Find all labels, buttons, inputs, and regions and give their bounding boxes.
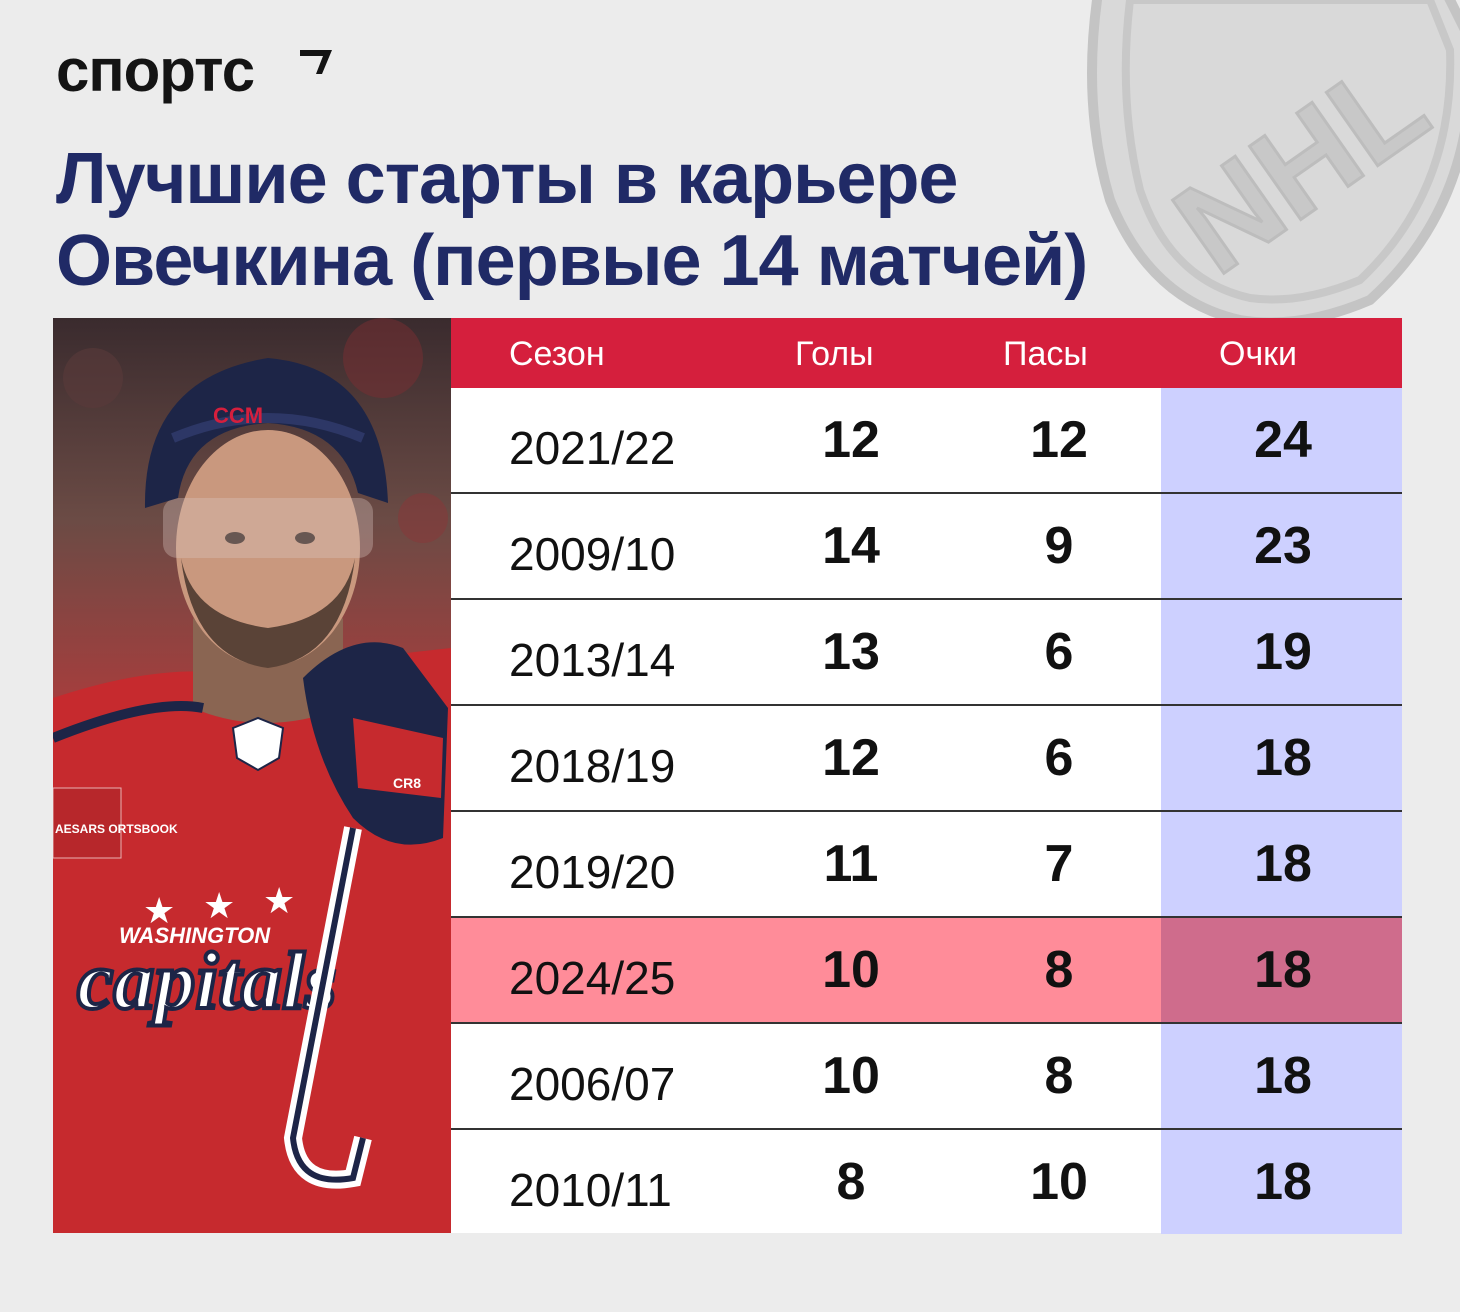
points-cell: 18: [1254, 835, 1312, 893]
brand-mark-icon: [300, 50, 332, 74]
season-cell: 2019/20: [509, 846, 676, 898]
brand-logo: спортс: [56, 37, 255, 104]
assists-cell: 8: [1044, 1047, 1074, 1105]
points-cell-background: [1161, 812, 1402, 916]
header-points: Очки: [1219, 335, 1298, 373]
season-cell: 2021/22: [509, 422, 676, 474]
table-row: 2024/25 10 8 18: [451, 918, 1402, 1024]
header-goals: Голы: [795, 335, 874, 373]
nhl-shield-icon: NHL: [1087, 0, 1460, 320]
title-line-1: Лучшие старты в карьере: [56, 139, 958, 219]
season-cell: 2024/25: [509, 952, 676, 1004]
table-row: 2010/11 8 10 18: [451, 1130, 1402, 1236]
goals-cell: 12: [822, 411, 880, 469]
points-cell-background: [1161, 918, 1402, 1022]
table-header: Сезон Голы Пасы Очки: [451, 318, 1402, 388]
title-line-2: Овечкина (первые 14 матчей): [56, 221, 1088, 301]
header-assists: Пасы: [1003, 335, 1088, 373]
player-illustration: CCM CR8 AESARS ORTSBOOK ★ ★ ★ WASHINGTON…: [53, 318, 451, 1233]
assists-cell: 10: [1030, 1153, 1088, 1211]
patch-text: AESARS ORTSBOOK: [55, 822, 178, 836]
assists-cell: 7: [1044, 835, 1074, 893]
season-cell: 2009/10: [509, 528, 676, 580]
points-cell-background: [1161, 1130, 1402, 1234]
assists-cell: 6: [1044, 729, 1074, 787]
table-row: 2013/14 13 6 19: [451, 600, 1402, 706]
points-cell: 18: [1254, 729, 1312, 787]
star-icon: ★: [263, 880, 295, 921]
points-cell-background: [1161, 706, 1402, 810]
jersey-text-small: WASHINGTON: [119, 923, 271, 948]
points-cell-background: [1161, 600, 1402, 704]
header-season: Сезон: [509, 335, 605, 373]
table-row: 2006/07 10 8 18: [451, 1024, 1402, 1130]
season-cell: 2010/11: [509, 1164, 672, 1216]
star-icon: ★: [203, 885, 235, 926]
season-cell: 2006/07: [509, 1058, 676, 1110]
season-cell: 2018/19: [509, 740, 676, 792]
points-cell-background: [1161, 388, 1402, 492]
glove-text: CR8: [393, 775, 421, 791]
points-cell: 18: [1254, 941, 1312, 999]
table-row: 2021/22 12 12 24: [451, 388, 1402, 494]
nhl-patch-icon: [231, 716, 285, 772]
season-cell: 2013/14: [509, 634, 676, 686]
page-title: Лучшие старты в карьере Овечкина (первые…: [56, 138, 1088, 302]
goals-cell: 10: [822, 941, 880, 999]
assists-cell: 9: [1044, 517, 1074, 575]
points-cell: 18: [1254, 1153, 1312, 1211]
assists-cell: 6: [1044, 623, 1074, 681]
star-icon: ★: [143, 890, 175, 931]
points-cell-background: [1161, 1024, 1402, 1128]
goals-cell: 12: [822, 729, 880, 787]
points-cell: 24: [1254, 411, 1312, 469]
table-row: 2018/19 12 6 18: [451, 706, 1402, 812]
goals-cell: 14: [822, 517, 880, 575]
points-cell: 18: [1254, 1047, 1312, 1105]
stats-table: Сезон Голы Пасы Очки 2021/22 12 12 24 2009/1…: [451, 318, 1402, 1236]
assists-cell: 8: [1044, 941, 1074, 999]
points-cell: 23: [1254, 517, 1312, 575]
goals-cell: 10: [822, 1047, 880, 1105]
goals-cell: 11: [823, 835, 879, 893]
jersey-text-large: capitals: [77, 935, 337, 1026]
table-row: 2009/10 14 9 23: [451, 494, 1402, 600]
goals-cell: 13: [822, 623, 880, 681]
table-row: 2019/20 11 7 18: [451, 812, 1402, 918]
assists-cell: 12: [1030, 411, 1088, 469]
goals-cell: 8: [836, 1153, 866, 1211]
points-cell-background: [1161, 494, 1402, 598]
points-cell: 19: [1254, 623, 1312, 681]
player-photo: CCM CR8 AESARS ORTSBOOK ★ ★ ★ WASHINGTON…: [53, 318, 451, 1233]
helmet-text: CCM: [213, 403, 263, 428]
